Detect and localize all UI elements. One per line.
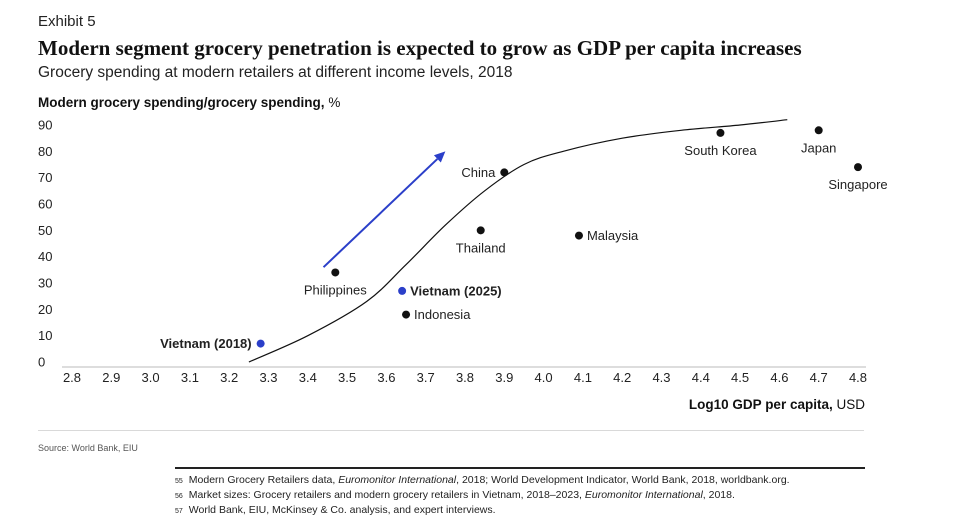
x-tick-label: 3.5 [338,370,356,385]
x-axis-label-bold: Log10 GDP per capita, [688,397,833,412]
x-tick-label: 4.3 [652,370,670,385]
label-vietnam-2018: Vietnam (2018) [160,336,252,351]
x-axis: 2.8 2.9 3.0 3.1 3.2 3.3 3.4 3.5 3.6 3.7 3.8 3.9 4.0 4… [63,370,867,385]
x-tick-label: 4.5 [731,370,749,385]
point-malaysia [574,231,583,240]
y-tick-label: 50 [38,223,52,238]
footnote-text: Modern Grocery Retailers data, [188,474,339,486]
x-tick-label: 3.1 [181,370,199,385]
y-tick-label: 30 [38,276,52,291]
x-tick-label: 2.9 [102,370,120,385]
footnote-57: 57 World Bank, EIU, McKinsey & Co. analys… [175,503,790,518]
x-tick-label: 4.2 [613,370,631,385]
exhibit-label: Exhibit 5 [38,13,96,30]
point-thailand [476,226,485,235]
x-tick-label: 3.3 [259,370,277,385]
source-note: Source: World Bank, EIU [38,443,138,453]
point-singapore [854,163,862,172]
arrow-head [433,151,446,163]
y-axis-label-bold: Modern grocery spending/grocery spending… [38,95,325,110]
y-tick-label: 70 [38,170,52,185]
point-philippines [331,268,340,277]
footnotes: 55 Modern Grocery Retailers data, Euromon… [175,473,790,518]
x-tick-label: 4.7 [810,370,828,385]
footnote-number: 56 [175,493,183,500]
label-indonesia: Indonesia [414,307,471,322]
y-axis: 0 10 20 30 40 50 60 70 80 90 [38,118,52,370]
footnote-55: 55 Modern Grocery Retailers data, Euromon… [175,473,790,488]
footnote-56: 56 Market sizes: Grocery retailers and mo… [175,488,790,503]
label-singapore: Singapore [828,177,887,192]
footnote-rule [175,467,865,469]
x-tick-label: 3.6 [377,370,395,385]
y-axis-label-unit: % [328,95,341,110]
label-philippines: Philippines [304,282,367,297]
footnote-text: Market sizes: Grocery retailers and mode… [188,489,585,501]
point-vietnam-2018 [256,339,265,348]
footnote-number: 55 [175,478,183,485]
x-axis-label: Log10 GDP per capita, USD [689,397,865,412]
x-tick-label: 3.8 [456,370,474,385]
arrow-shaft [322,158,439,268]
x-tick-label: 3.4 [299,370,317,385]
point-south-korea [716,128,725,137]
y-tick-label: 0 [38,355,45,370]
x-tick-label: 3.2 [220,370,238,385]
label-malaysia: Malaysia [587,228,639,243]
x-tick-label: 4.4 [692,370,710,385]
y-tick-label: 20 [38,302,52,317]
growth-arrow [322,151,446,268]
x-tick-label: 3.7 [417,370,435,385]
footnote-text-end: , 2018. [702,489,735,501]
point-china [500,168,509,177]
y-tick-label: 60 [38,197,52,212]
x-tick-label: 3.0 [142,370,160,385]
x-tick-label: 4.6 [770,370,788,385]
y-tick-label: 40 [38,249,52,264]
footnote-number: 57 [175,508,183,515]
x-tick-label: 2.8 [63,370,81,385]
label-china: China [461,165,496,180]
point-indonesia [402,310,411,319]
y-tick-label: 80 [38,144,52,159]
x-axis-label-unit: USD [836,397,865,412]
chart-subtitle: Grocery spending at modern retailers at … [38,64,513,81]
trend-curve [248,119,788,363]
label-thailand: Thailand [456,240,506,255]
x-tick-label: 4.8 [849,370,867,385]
y-tick-label: 10 [38,328,52,343]
footnote-italic: Euromonitor International [584,489,703,501]
footnote-text-end: , 2018; World Development Indicator, Wor… [456,474,790,486]
x-tick-label: 3.9 [495,370,513,385]
y-tick-label: 90 [38,118,52,133]
point-vietnam-2025 [398,286,407,295]
y-axis-label: Modern grocery spending/grocery spending… [38,95,340,110]
data-points: Vietnam (2018) Philippines Vietnam (2025) I… [160,126,888,351]
x-tick-label: 4.0 [535,370,553,385]
scatter-chart: 0 10 20 30 40 50 60 70 80 90 2.8 2.9 3.0 3.1 3.2 3.3 3.… [38,118,888,386]
separator-line [38,430,864,431]
footnote-text: World Bank, EIU, McKinsey & Co. analysis… [188,504,496,516]
chart-title: Modern segment grocery penetration is ex… [38,36,802,60]
label-vietnam-2025: Vietnam (2025) [410,283,502,298]
point-japan [814,126,823,135]
footnote-italic: Euromonitor International [338,474,457,486]
label-japan: Japan [801,140,836,155]
x-tick-label: 4.1 [574,370,592,385]
label-south-korea: South Korea [684,143,757,158]
